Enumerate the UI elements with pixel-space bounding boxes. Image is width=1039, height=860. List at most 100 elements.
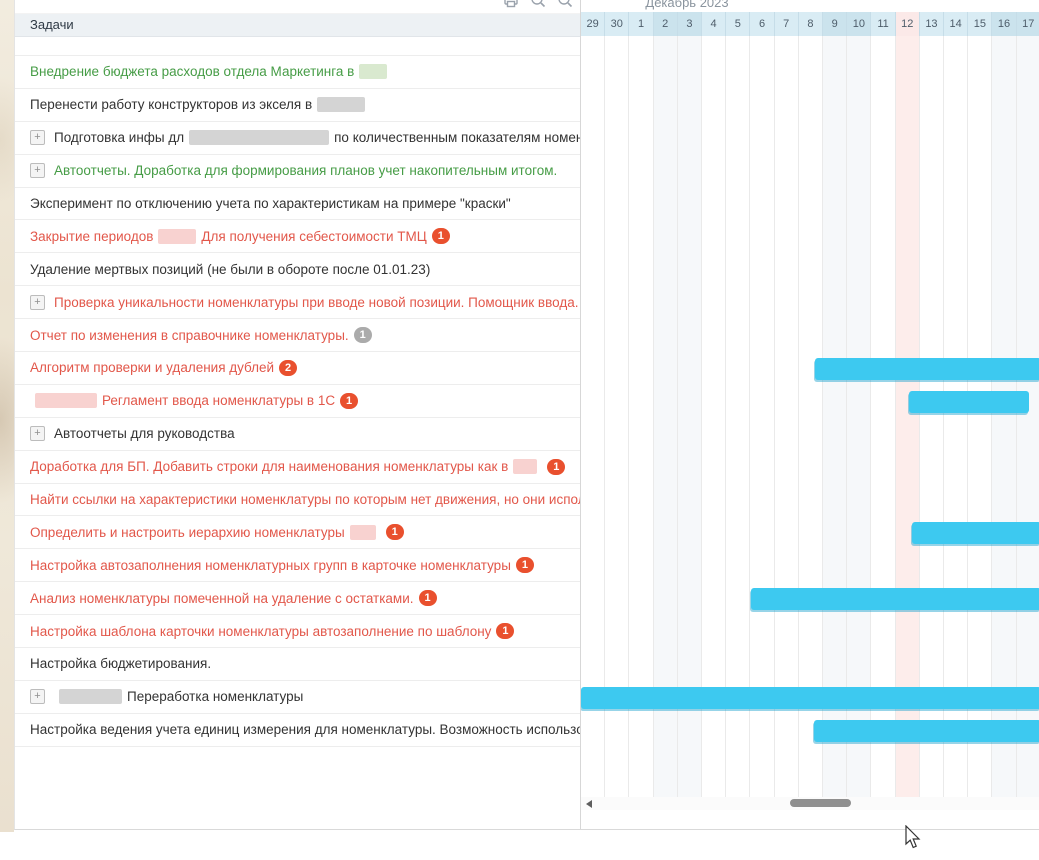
task-rows-container: Внедрение бюджета расходов отдела Маркет… <box>15 37 580 747</box>
desktop-background-strip <box>0 0 14 832</box>
task-label: Настройка бюджетирования. <box>30 656 212 672</box>
redaction-block <box>35 393 97 409</box>
expand-button[interactable]: + <box>30 163 45 179</box>
month-label: Декабрь 2023 <box>645 0 729 10</box>
gantt-chart-panel: Декабрь 2023 29 30 1 2 3 4 5 6 7 8 9 10 11 12 13 14 15 16… <box>580 0 1039 829</box>
day-cell: 29 <box>581 12 606 36</box>
grid-column <box>774 36 799 797</box>
day-cell: 5 <box>726 12 751 36</box>
task-label: по количественным показателям номенклату… <box>334 130 580 146</box>
day-cell: 10 <box>847 12 872 36</box>
grid-column <box>653 36 678 797</box>
gantt-bars-layer <box>581 0 1039 797</box>
redaction-block <box>158 228 197 244</box>
task-row[interactable]: Настройка автозаполнения номенклатурных … <box>15 549 580 583</box>
expand-button[interactable]: + <box>30 130 45 146</box>
grid-column <box>823 36 848 797</box>
task-badge: 1 <box>418 590 437 607</box>
redaction-block <box>189 130 330 146</box>
task-row[interactable]: + Проверка уникальности номенклатуры при … <box>15 286 580 320</box>
grid-column <box>726 36 751 797</box>
day-cell: 4 <box>702 12 727 36</box>
day-cell: 6 <box>750 12 775 36</box>
task-row[interactable]: Эксперимент по отключению учета по харак… <box>15 187 580 221</box>
task-row[interactable]: + Переработка номенклатуры <box>15 680 580 714</box>
task-label: Перенести работу конструкторов из экселя… <box>30 97 313 113</box>
task-label: Подготовка инфы дл <box>54 130 185 146</box>
task-row[interactable]: Настройка бюджетирования. <box>15 648 580 681</box>
task-row[interactable]: + Автоотчеты. Доработка для формирования … <box>15 154 580 188</box>
task-label: Настройка автозаполнения номенклатурных … <box>30 557 511 573</box>
task-row[interactable]: Определить и настроить иерархию номенкла… <box>15 516 580 550</box>
task-label: Настройка ведения учета единиц измерения… <box>30 722 580 738</box>
task-row[interactable]: Найти ссылки на характеристики номенклат… <box>15 483 580 517</box>
grid-column <box>677 36 703 797</box>
zoom-in-icon[interactable] <box>530 0 546 8</box>
day-cell: 17 <box>1016 12 1039 36</box>
grid-column <box>847 36 872 797</box>
task-row[interactable]: Закрытие периодов Для получения себестоим… <box>15 220 580 254</box>
expand-button[interactable]: + <box>30 426 45 442</box>
task-row[interactable]: Анализ номенклатуры помеченной на удален… <box>15 582 580 616</box>
expand-button[interactable]: + <box>30 689 45 705</box>
day-cell: 30 <box>605 12 630 36</box>
printer-icon[interactable] <box>503 0 519 8</box>
redaction-block <box>359 64 388 80</box>
task-row[interactable]: + Подготовка инфы дл по количественным пок… <box>15 121 580 155</box>
task-label: Внедрение бюджета расходов отдела Маркет… <box>30 64 355 80</box>
task-label: Проверка уникальности номенклатуры при в… <box>54 294 579 310</box>
day-cell: 14 <box>944 12 969 36</box>
scroll-left-arrow-icon[interactable] <box>586 800 592 808</box>
expand-button[interactable]: + <box>30 294 45 310</box>
day-cell: 11 <box>871 12 896 36</box>
task-row[interactable]: Настройка шаблона карточки номенклатуры … <box>15 615 580 649</box>
scrollbar-thumb[interactable] <box>790 799 851 807</box>
task-row[interactable]: Алгоритм проверки и удаления дублей 2 <box>15 352 580 385</box>
task-label: Для получения себестоимости ТМЦ <box>201 228 427 244</box>
day-cell: 3 <box>677 12 703 36</box>
grid-column <box>629 36 654 797</box>
gantt-grid <box>581 36 1039 797</box>
task-badge: 1 <box>431 228 450 245</box>
grid-column <box>895 36 920 797</box>
day-cell: 7 <box>774 12 799 36</box>
grid-column <box>605 36 630 797</box>
gantt-bar[interactable] <box>581 686 1039 709</box>
task-badge: 1 <box>385 524 404 541</box>
day-cell: 16 <box>992 12 1017 36</box>
task-row[interactable]: Отчет по изменения в справочнике номенкл… <box>15 319 580 353</box>
task-badge: 2 <box>279 359 298 376</box>
task-label: Автоотчеты. Доработка для формирования п… <box>54 163 558 179</box>
task-label: Найти ссылки на характеристики номенклат… <box>30 492 580 508</box>
task-row[interactable]: Внедрение бюджета расходов отдела Маркет… <box>15 56 580 89</box>
gantt-bar[interactable] <box>815 357 1039 380</box>
day-cell: 8 <box>798 12 824 36</box>
day-cell: 9 <box>823 12 848 36</box>
gantt-bar[interactable] <box>751 587 1039 610</box>
gantt-bar[interactable] <box>814 719 1039 742</box>
tasks-header: Задачи <box>15 13 580 37</box>
grid-column <box>944 36 969 797</box>
zoom-out-icon[interactable] <box>557 0 573 8</box>
day-cell: 2 <box>653 12 678 36</box>
grid-column <box>992 36 1017 797</box>
day-cell: 12 <box>895 12 920 36</box>
task-list-panel: Задачи Внедрение бюджета расходов отдела… <box>15 0 580 829</box>
task-label: Удаление мертвых позиций (не были в обор… <box>30 261 431 277</box>
gantt-bar[interactable] <box>909 390 1029 413</box>
task-row[interactable]: + Автоотчеты для руководства <box>15 417 580 451</box>
horizontal-scrollbar[interactable] <box>581 797 1039 810</box>
grid-column <box>871 36 896 797</box>
task-row[interactable]: Настройка ведения учета единиц измерения… <box>15 713 580 747</box>
task-label: Эксперимент по отключению учета по харак… <box>30 196 511 211</box>
task-row[interactable]: Регламент ввода номенклатуры в 1С 1 <box>15 384 580 418</box>
redaction-block <box>317 97 366 113</box>
task-row[interactable]: Доработка для БП. Добавить строки для на… <box>15 450 580 484</box>
gantt-app-window: Задачи Внедрение бюджета расходов отдела… <box>14 0 1039 830</box>
gantt-bar[interactable] <box>912 522 1039 545</box>
task-label: Настройка шаблона карточки номенклатуры … <box>30 623 492 639</box>
task-label: Определить и настроить иерархию номенкла… <box>30 524 345 540</box>
task-row[interactable]: Перенести работу конструкторов из экселя… <box>15 88 580 122</box>
task-row[interactable]: Удаление мертвых позиций (не были в обор… <box>15 253 580 287</box>
